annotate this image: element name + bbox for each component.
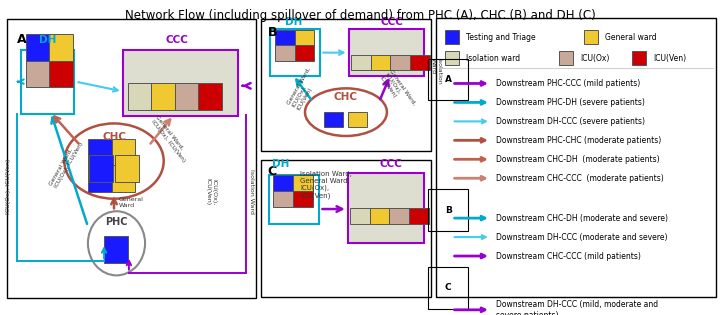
Text: Network Flow (including spillover of demand) from PHC (A), CHC (B) and DH (C): Network Flow (including spillover of dem… [125,9,595,22]
Text: ICU(Ox): ICU(Ox) [580,54,610,63]
Text: ICU(Ox),
ICU(Ven): ICU(Ox), ICU(Ven) [205,178,216,205]
Bar [632,51,646,65]
Bar [89,156,113,182]
Text: C: C [267,165,276,178]
Bar [559,51,573,65]
Text: DH: DH [271,159,289,169]
Bar [26,34,50,61]
Bar [348,112,367,127]
Bar [115,156,139,182]
Bar [445,31,459,44]
Bar [274,191,293,207]
Bar [112,139,135,165]
Text: Isolation Ward: Isolation Ward [249,169,254,214]
Text: CHC: CHC [334,92,358,102]
Text: Downstream PHC-DH (severe patients): Downstream PHC-DH (severe patients) [496,98,645,107]
Bar [324,112,343,127]
Text: General ward: General ward [606,33,657,42]
Text: B: B [267,26,277,38]
Text: Downstream CHC-DH  (moderate patients): Downstream CHC-DH (moderate patients) [496,155,660,164]
Text: Downstream CHC-CCC  (moderate patients): Downstream CHC-CCC (moderate patients) [496,174,664,183]
Text: General Ward,
ICU(Ox), ICU(Ven): General Ward, ICU(Ox), ICU(Ven) [48,139,84,189]
Bar [274,175,293,191]
Text: PHC: PHC [105,217,127,226]
Bar [370,208,390,224]
Bar [294,45,315,60]
Text: General Ward,
ICU(Ox), ICU(Ven): General Ward, ICU(Ox), ICU(Ven) [150,115,191,163]
Text: DH: DH [285,17,302,27]
Bar [112,165,135,192]
Bar [293,191,312,207]
Text: CCC: CCC [379,159,402,169]
Bar [175,83,199,110]
Text: ICU(Ox), ICU(Ven): ICU(Ox), ICU(Ven) [6,158,11,214]
Text: CHC: CHC [102,132,126,141]
Bar [410,55,430,71]
Text: CCC: CCC [166,35,189,45]
Text: Downstream PHC-CHC (moderate patients): Downstream PHC-CHC (moderate patients) [496,136,662,145]
Bar [445,51,459,65]
Bar [390,208,409,224]
Bar [122,49,238,117]
Text: General Ward,
ICU(Ox),
ICU(Ven): General Ward, ICU(Ox), ICU(Ven) [379,68,416,112]
Bar [371,55,390,71]
Bar [127,83,151,110]
Text: Isolation
Ward: Isolation Ward [431,59,441,85]
Text: B: B [445,206,451,215]
Text: Testing and Triage: Testing and Triage [466,33,535,42]
Bar [351,55,371,71]
Text: Downstream DH-CCC (severe patients): Downstream DH-CCC (severe patients) [496,117,645,126]
Text: Isolation Ward,
General Ward,
ICU(Ox),
ICU(Ven): Isolation Ward, General Ward, ICU(Ox), I… [300,171,352,199]
Text: Isolation ward: Isolation ward [466,54,520,63]
Bar [104,236,127,263]
Text: A: A [17,33,27,46]
Bar [348,30,423,76]
Bar [88,165,112,192]
Bar [293,175,312,191]
Bar [88,139,112,165]
Text: DH: DH [40,35,57,45]
Text: C: C [445,284,451,292]
Text: Downstream CHC-CCC (mild patients): Downstream CHC-CCC (mild patients) [496,252,642,261]
Text: Downstream DH-CCC (mild, moderate and
severe patients): Downstream DH-CCC (mild, moderate and se… [496,300,659,315]
Bar [294,30,315,45]
Text: General
Ward: General Ward [119,198,144,208]
Bar [275,30,294,45]
Bar [350,208,370,224]
Bar [151,83,175,110]
Bar [409,208,428,224]
Text: CCC: CCC [381,17,403,27]
Bar [50,34,73,61]
Text: ICU(Ven): ICU(Ven) [653,54,686,63]
Bar [26,61,50,87]
Text: Downstream DH-CCC (moderate and severe): Downstream DH-CCC (moderate and severe) [496,232,668,242]
Text: A: A [445,75,451,84]
Bar [275,45,294,60]
Bar [21,49,74,114]
Bar [50,61,73,87]
Text: General Ward,
ICU(Ox),
ICU(Ven): General Ward, ICU(Ox), ICU(Ven) [287,66,322,111]
Bar [270,30,320,76]
Bar [390,55,410,71]
Bar [348,174,423,243]
Bar [585,31,598,44]
Bar [199,83,222,110]
Bar [269,175,319,224]
Text: Downstream PHC-CCC (mild patients): Downstream PHC-CCC (mild patients) [496,79,641,88]
Text: Downstream CHC-DH (moderate and severe): Downstream CHC-DH (moderate and severe) [496,214,668,223]
